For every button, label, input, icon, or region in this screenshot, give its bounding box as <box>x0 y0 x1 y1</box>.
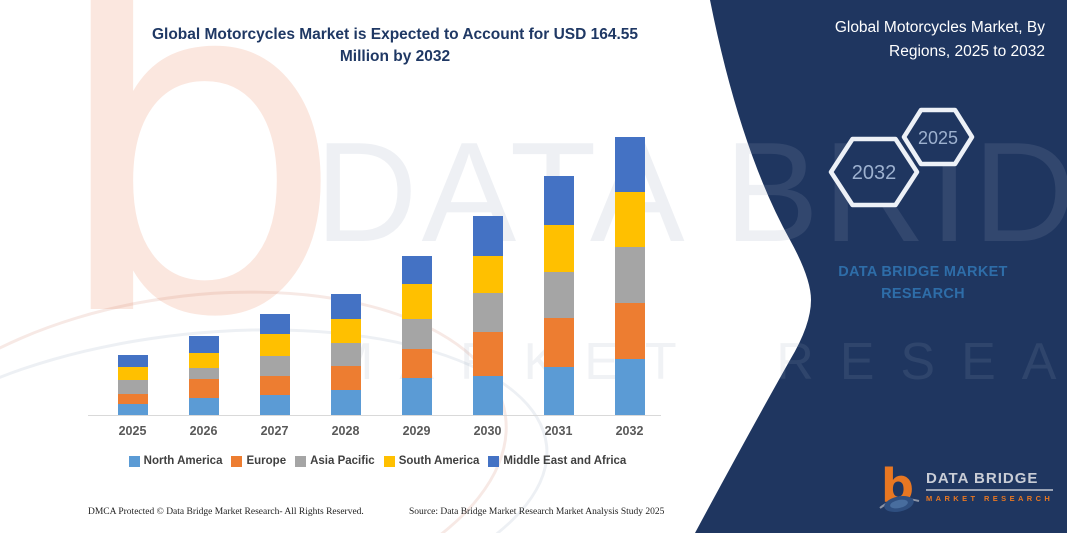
bar-segment <box>543 224 574 272</box>
x-axis-label: 2032 <box>615 424 644 438</box>
bar-segment <box>330 293 361 320</box>
bar-segment <box>472 332 503 376</box>
legend-swatch-icon <box>128 455 140 467</box>
bar-segment <box>614 247 645 304</box>
hexagon-2025 <box>901 107 975 167</box>
footer-copyright: DMCA Protected © Data Bridge Market Rese… <box>88 507 364 517</box>
bar-segment <box>259 313 290 335</box>
legend-item: Middle East and Africa <box>488 455 626 467</box>
bar-segment <box>401 378 432 415</box>
stacked-bar-2027 <box>259 313 290 415</box>
panel-title: Global Motorcycles Market, By Regions, 2… <box>775 16 1045 64</box>
panel-title-line1: Global Motorcycles Market, By <box>834 19 1045 36</box>
chart-title-line1: Global Motorcycles Market is Expected to… <box>151 26 639 43</box>
stacked-bar-2031 <box>543 176 574 415</box>
bar-segment <box>117 366 148 381</box>
bar-segment <box>259 376 290 395</box>
legend-label: Middle East and Africa <box>503 455 627 467</box>
brand-b-watermark-icon: b <box>48 0 347 420</box>
stacked-bar-2030 <box>472 215 503 415</box>
bar-segment <box>472 293 503 333</box>
x-axis-label: 2026 <box>189 424 218 438</box>
legend-swatch-icon <box>231 455 243 467</box>
x-axis-label: 2031 <box>544 424 573 438</box>
x-axis-label: 2030 <box>473 424 502 438</box>
bar-segment <box>117 404 148 415</box>
bar-segment <box>117 355 148 367</box>
legend-item: Asia Pacific <box>295 455 375 467</box>
bar-segment <box>543 271 574 319</box>
bar-segment <box>259 395 290 415</box>
bar-segment <box>188 352 219 369</box>
logo-name: DATA BRIDGE <box>926 470 1054 491</box>
legend-item: South America <box>383 455 480 467</box>
bar-segment <box>330 343 361 366</box>
bar-segment <box>401 319 432 350</box>
stacked-bar-2026 <box>188 336 219 415</box>
bar-segment <box>330 390 361 415</box>
stacked-bar-2025 <box>117 355 148 415</box>
bar-segment <box>188 398 219 415</box>
legend-item: North America <box>128 455 223 467</box>
bar-segment <box>117 393 148 405</box>
bar-segment <box>472 215 503 256</box>
legend-swatch-icon <box>295 455 307 467</box>
legend-label: South America <box>398 455 480 467</box>
forecast-hexagons: 2032 2025 <box>828 107 975 208</box>
chart-title: Global Motorcycles Market is Expected to… <box>85 24 705 67</box>
bar-segment <box>543 366 574 415</box>
stacked-bar-2032 <box>614 136 645 415</box>
bar-segment <box>401 284 432 320</box>
bar-segment <box>614 359 645 415</box>
logo-tagline: MARKET RESEARCH <box>926 494 1054 503</box>
bar-segment <box>117 380 148 394</box>
panel-brand-text: DATA BRIDGE MARKET RESEARCH <box>798 262 1048 306</box>
x-axis-label: 2028 <box>331 424 360 438</box>
x-axis-label: 2027 <box>260 424 289 438</box>
bar-segment <box>543 318 574 367</box>
data-bridge-logo: b DATA BRIDGE MARKET RESEARCH <box>878 462 1054 516</box>
legend-swatch-icon <box>383 455 395 467</box>
stacked-bar-2029 <box>401 256 432 415</box>
hexagon-2032-label: 2032 <box>852 162 897 184</box>
panel-brand-line1: DATA BRIDGE MARKET <box>838 264 1008 280</box>
legend-item: Europe <box>231 455 286 467</box>
bar-segment <box>188 368 219 380</box>
stacked-bar-2028 <box>330 293 361 415</box>
bar-segment <box>188 336 219 353</box>
bar-segment <box>614 136 645 192</box>
bar-segment <box>472 375 503 415</box>
legend-label: Asia Pacific <box>310 455 375 467</box>
bar-segment <box>401 349 432 379</box>
x-axis-label: 2025 <box>118 424 147 438</box>
x-axis-label: 2029 <box>402 424 431 438</box>
bar-segment <box>259 334 290 357</box>
chart-legend: North America Europe Asia Pacific South Ame… <box>80 455 675 467</box>
bar-segment <box>401 256 432 285</box>
panel-title-line2: Regions, 2025 to 2032 <box>889 43 1045 61</box>
chart-title-line2: Million by 2032 <box>339 47 451 65</box>
x-axis-line <box>88 415 661 416</box>
hexagon-2032 <box>828 136 920 208</box>
hexagon-2025-label: 2025 <box>918 128 958 148</box>
bar-segment <box>472 255 503 294</box>
footer-source: Source: Data Bridge Market Research Mark… <box>409 507 665 517</box>
bar-segment <box>614 191 645 248</box>
bar-segment <box>543 176 574 225</box>
panel-brand-line2: RESEARCH <box>881 285 965 302</box>
bar-segment <box>188 379 219 399</box>
bar-segment <box>259 356 290 377</box>
legend-label: North America <box>143 455 223 467</box>
data-bridge-b-icon: b <box>879 462 920 513</box>
legend-swatch-icon <box>488 455 500 467</box>
market-research-watermark-text: MARKET RESEARCH <box>330 333 1067 391</box>
bar-segment <box>330 366 361 390</box>
legend-label: Europe <box>246 455 287 467</box>
bar-segment <box>614 303 645 359</box>
side-panel-shape <box>695 0 1067 533</box>
bar-segment <box>330 319 361 344</box>
